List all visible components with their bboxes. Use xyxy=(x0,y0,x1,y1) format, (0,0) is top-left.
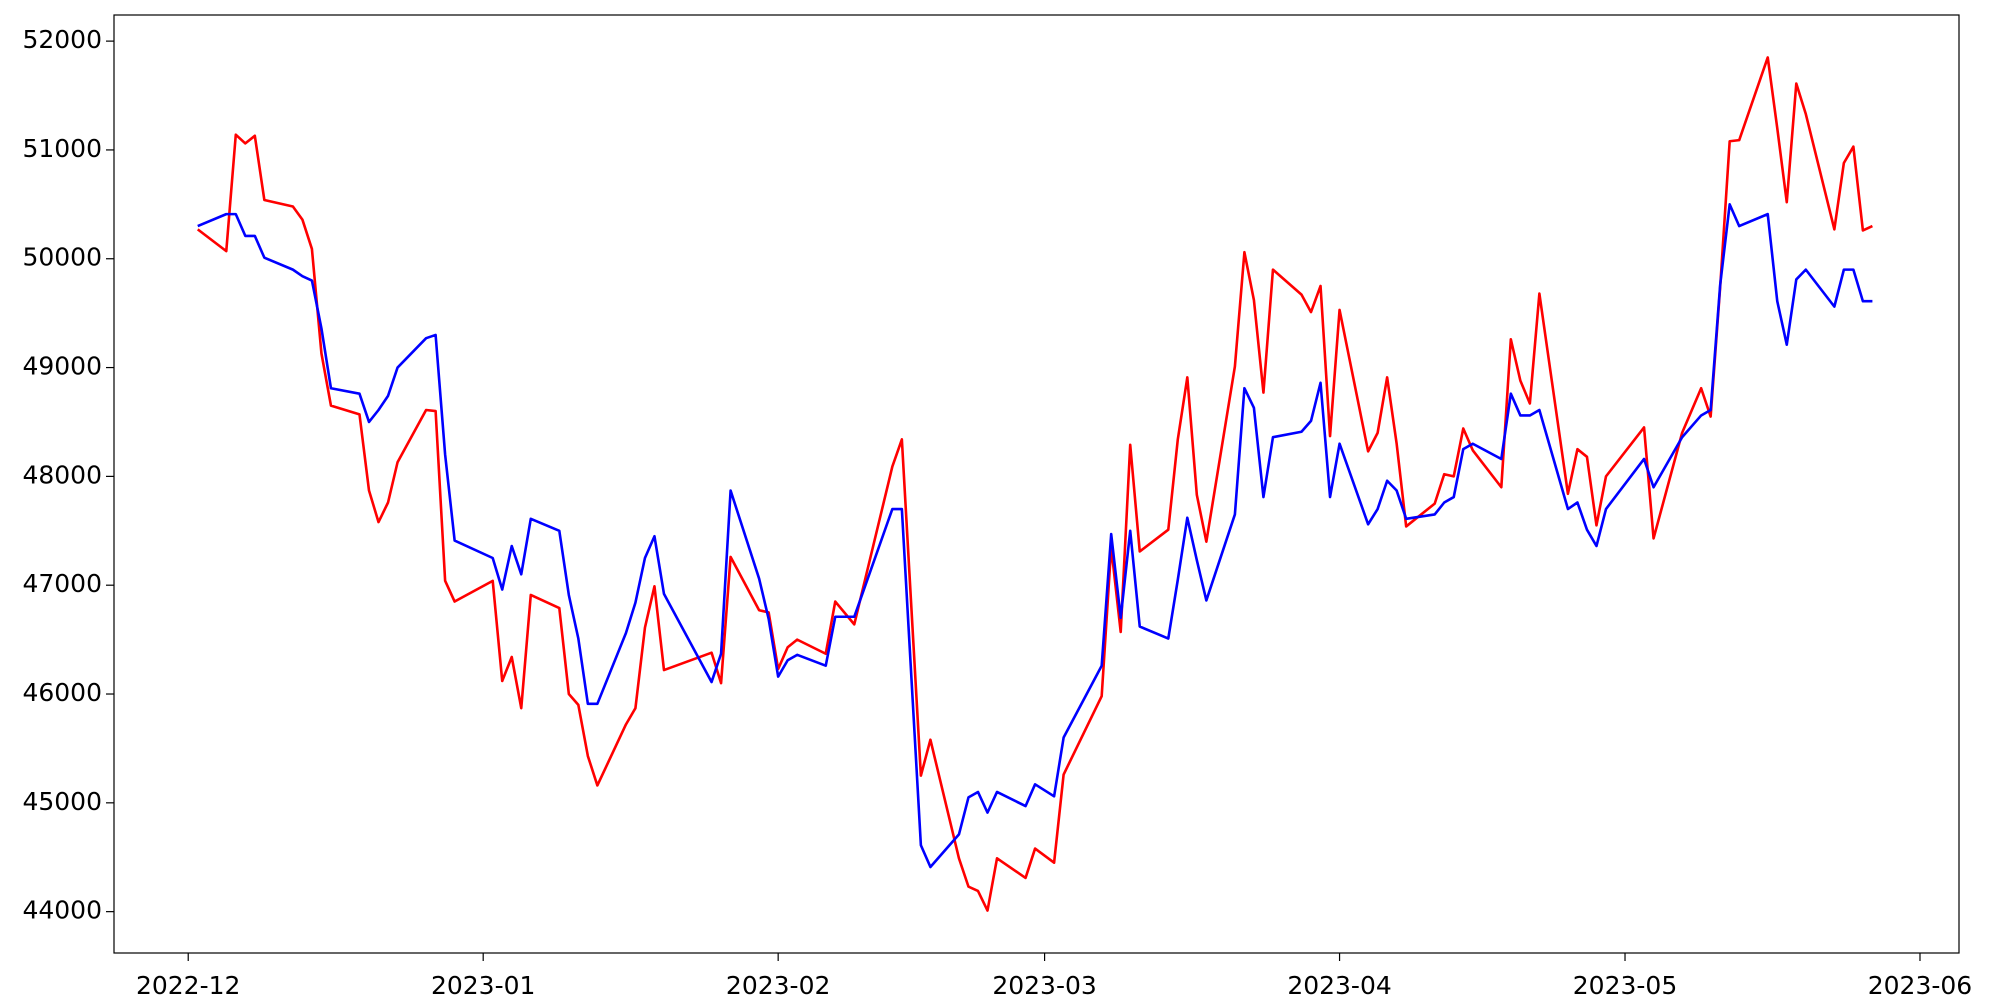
x-tick-label: 2022-12 xyxy=(136,971,240,1000)
y-tick-label: 45000 xyxy=(22,787,102,816)
x-tick-label: 2023-05 xyxy=(1573,971,1677,1000)
y-tick-label: 52000 xyxy=(22,25,102,54)
x-tick-label: 2023-04 xyxy=(1287,971,1391,1000)
y-tick-label: 50000 xyxy=(22,243,102,272)
line-series xyxy=(197,203,1873,869)
y-tick-label: 51000 xyxy=(22,134,102,163)
y-tick-label: 44000 xyxy=(22,896,102,925)
x-tick-label: 2023-06 xyxy=(1868,971,1972,1000)
x-tick-label: 2023-02 xyxy=(726,971,830,1000)
y-tick-label: 49000 xyxy=(22,352,102,381)
line-series xyxy=(196,56,1873,912)
x-tick-label: 2023-03 xyxy=(992,971,1096,1000)
y-tick-label: 48000 xyxy=(22,460,102,489)
y-tick-label: 47000 xyxy=(22,569,102,598)
plot-frame xyxy=(113,14,1960,954)
x-tick-label: 2023-01 xyxy=(431,971,535,1000)
y-tick-label: 46000 xyxy=(22,678,102,707)
